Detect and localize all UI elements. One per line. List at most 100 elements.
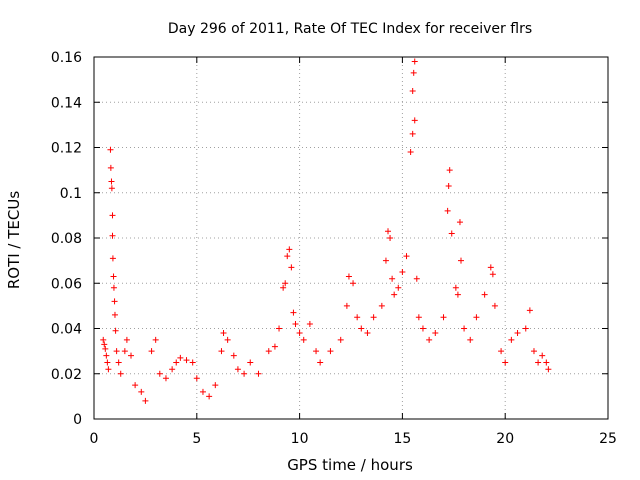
data-point	[364, 330, 371, 337]
data-point	[111, 311, 118, 318]
data-point	[358, 325, 365, 332]
data-point	[491, 302, 498, 309]
data-point	[545, 366, 552, 373]
data-points	[100, 58, 552, 404]
y-tick-label: 0.16	[51, 50, 82, 66]
data-point	[247, 359, 254, 366]
data-point	[206, 393, 213, 400]
data-point	[218, 348, 225, 355]
x-tick-label: 0	[90, 431, 99, 447]
tick-labels: 0 5 10 15 20 25 0 0.02 0.04 0.06 0.08 0.1 0.12 0.14 0.…	[51, 50, 617, 447]
data-point	[343, 302, 350, 309]
data-point	[241, 370, 248, 377]
data-point	[522, 325, 529, 332]
data-point	[440, 314, 447, 321]
data-point	[378, 302, 385, 309]
data-point	[121, 348, 128, 355]
data-point	[467, 336, 474, 343]
data-point	[280, 284, 287, 291]
data-point	[103, 352, 110, 359]
data-point	[101, 341, 108, 348]
data-point	[286, 246, 293, 253]
x-tick-label: 5	[192, 431, 201, 447]
data-point	[461, 325, 468, 332]
data-point	[350, 280, 357, 287]
data-point	[454, 291, 461, 298]
data-point	[173, 359, 180, 366]
data-point	[446, 167, 453, 174]
data-point	[481, 291, 488, 298]
y-tick-label: 0.1	[60, 186, 82, 202]
data-point	[100, 336, 107, 343]
data-point	[409, 130, 416, 137]
data-point	[123, 336, 130, 343]
data-point	[220, 330, 227, 337]
data-point	[128, 352, 135, 359]
data-point	[530, 348, 537, 355]
data-point	[413, 275, 420, 282]
data-point	[284, 253, 291, 260]
data-point	[391, 291, 398, 298]
data-point	[292, 320, 299, 327]
data-point	[345, 273, 352, 280]
data-point	[104, 359, 111, 366]
data-point	[535, 359, 542, 366]
data-point	[199, 388, 206, 395]
data-point	[156, 370, 163, 377]
data-point	[109, 232, 116, 239]
data-point	[224, 336, 231, 343]
data-point	[354, 314, 361, 321]
data-point	[296, 330, 303, 337]
data-point	[105, 366, 112, 373]
data-point	[230, 352, 237, 359]
data-point	[385, 228, 392, 235]
x-tick-label: 15	[393, 431, 411, 447]
y-tick-label: 0.14	[51, 95, 82, 111]
data-point	[526, 307, 533, 314]
data-point	[115, 359, 122, 366]
data-point	[445, 182, 452, 189]
x-tick-label: 10	[291, 431, 309, 447]
data-point	[108, 178, 115, 185]
data-point	[102, 345, 109, 352]
data-point	[110, 284, 117, 291]
data-point	[403, 253, 410, 260]
data-point	[543, 359, 550, 366]
data-point	[539, 352, 546, 359]
data-point	[389, 275, 396, 282]
data-point	[110, 273, 117, 280]
data-point	[112, 327, 119, 334]
data-point	[169, 366, 176, 373]
data-point	[152, 336, 159, 343]
data-point	[276, 325, 283, 332]
data-point	[448, 230, 455, 237]
data-point	[271, 343, 278, 350]
y-tick-label: 0.02	[51, 367, 82, 383]
data-point	[399, 268, 406, 275]
data-point	[498, 348, 505, 355]
data-point	[117, 370, 124, 377]
data-point	[473, 314, 480, 321]
data-point	[265, 348, 272, 355]
data-point	[502, 359, 509, 366]
data-point	[108, 185, 115, 192]
data-point	[282, 280, 289, 287]
data-point	[317, 359, 324, 366]
x-axis-label: GPS time / hours	[287, 456, 413, 474]
grid-lines	[94, 57, 608, 419]
y-tick-label: 0.04	[51, 322, 82, 338]
data-point	[415, 314, 422, 321]
data-point	[409, 87, 416, 94]
data-point	[109, 255, 116, 262]
data-point	[487, 264, 494, 271]
x-tick-label: 25	[599, 431, 617, 447]
data-point	[113, 348, 120, 355]
data-point	[370, 314, 377, 321]
data-point	[444, 207, 451, 214]
data-point	[255, 370, 262, 377]
data-point	[142, 397, 149, 404]
data-point	[410, 69, 417, 76]
data-point	[387, 235, 394, 241]
data-point	[411, 117, 418, 124]
